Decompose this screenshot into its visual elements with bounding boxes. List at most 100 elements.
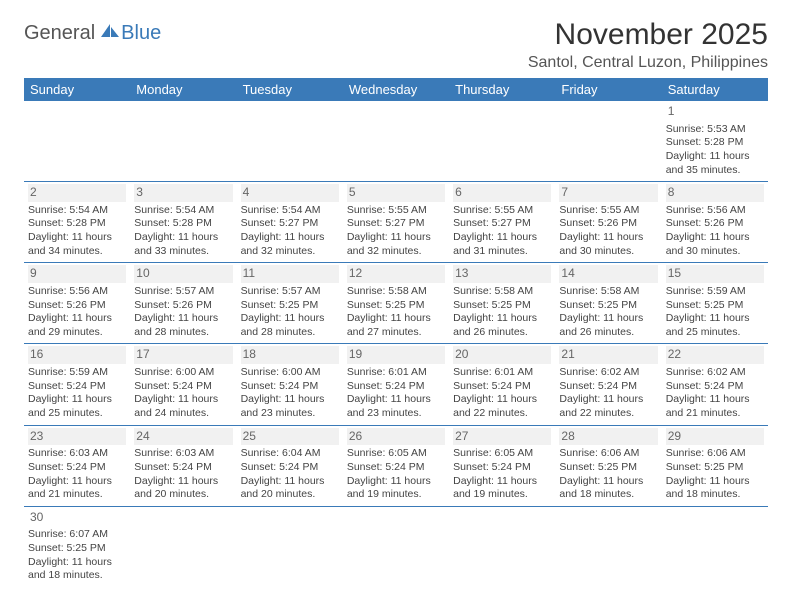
day-number: 12: [347, 265, 445, 283]
day-number: 13: [453, 265, 551, 283]
calendar-cell: 18Sunrise: 6:00 AMSunset: 5:24 PMDayligh…: [237, 344, 343, 425]
calendar-cell: [555, 506, 661, 587]
daylight-text: and 18 minutes.: [28, 569, 126, 583]
calendar-cell: 20Sunrise: 6:01 AMSunset: 5:24 PMDayligh…: [449, 344, 555, 425]
daylight-text: Daylight: 11 hours: [453, 231, 551, 245]
calendar-cell: 16Sunrise: 5:59 AMSunset: 5:24 PMDayligh…: [24, 344, 130, 425]
sunrise-text: Sunrise: 5:57 AM: [241, 285, 339, 299]
sunset-text: Sunset: 5:25 PM: [559, 299, 657, 313]
sunrise-text: Sunrise: 5:59 AM: [666, 285, 764, 299]
daylight-text: Daylight: 11 hours: [28, 231, 126, 245]
sunrise-text: Sunrise: 6:06 AM: [559, 447, 657, 461]
daylight-text: and 32 minutes.: [347, 245, 445, 259]
sunset-text: Sunset: 5:26 PM: [559, 217, 657, 231]
sunrise-text: Sunrise: 5:58 AM: [559, 285, 657, 299]
sunset-text: Sunset: 5:24 PM: [241, 461, 339, 475]
calendar-cell: [237, 101, 343, 182]
day-number: 22: [666, 346, 764, 364]
sunrise-text: Sunrise: 5:55 AM: [347, 204, 445, 218]
calendar-cell: [662, 506, 768, 587]
calendar-cell: 2Sunrise: 5:54 AMSunset: 5:28 PMDaylight…: [24, 182, 130, 263]
daylight-text: Daylight: 11 hours: [559, 312, 657, 326]
sunset-text: Sunset: 5:25 PM: [666, 299, 764, 313]
day-number: 30: [28, 509, 126, 527]
day-number: 26: [347, 428, 445, 446]
sunrise-text: Sunrise: 6:00 AM: [134, 366, 232, 380]
sunrise-text: Sunrise: 6:03 AM: [28, 447, 126, 461]
daylight-text: and 30 minutes.: [559, 245, 657, 259]
day-number: 1: [666, 103, 764, 121]
daylight-text: and 31 minutes.: [453, 245, 551, 259]
daylight-text: Daylight: 11 hours: [134, 393, 232, 407]
daylight-text: and 18 minutes.: [666, 488, 764, 502]
sunset-text: Sunset: 5:24 PM: [453, 461, 551, 475]
calendar-cell: 13Sunrise: 5:58 AMSunset: 5:25 PMDayligh…: [449, 263, 555, 344]
sunrise-text: Sunrise: 5:54 AM: [134, 204, 232, 218]
daylight-text: Daylight: 11 hours: [347, 231, 445, 245]
calendar-row: 2Sunrise: 5:54 AMSunset: 5:28 PMDaylight…: [24, 182, 768, 263]
sunrise-text: Sunrise: 6:00 AM: [241, 366, 339, 380]
calendar-cell: [130, 506, 236, 587]
calendar-cell: 14Sunrise: 5:58 AMSunset: 5:25 PMDayligh…: [555, 263, 661, 344]
day-number: 28: [559, 428, 657, 446]
daylight-text: Daylight: 11 hours: [241, 231, 339, 245]
daylight-text: and 19 minutes.: [453, 488, 551, 502]
calendar-cell: 6Sunrise: 5:55 AMSunset: 5:27 PMDaylight…: [449, 182, 555, 263]
calendar-cell: 30Sunrise: 6:07 AMSunset: 5:25 PMDayligh…: [24, 506, 130, 587]
daylight-text: Daylight: 11 hours: [134, 312, 232, 326]
sunrise-text: Sunrise: 5:58 AM: [347, 285, 445, 299]
sunrise-text: Sunrise: 6:07 AM: [28, 528, 126, 542]
day-number: 17: [134, 346, 232, 364]
sunset-text: Sunset: 5:25 PM: [453, 299, 551, 313]
daylight-text: Daylight: 11 hours: [241, 312, 339, 326]
sunset-text: Sunset: 5:24 PM: [666, 380, 764, 394]
calendar-cell: 5 Sunrise: 5:55 AMSunset: 5:27 PMDaylight…: [343, 182, 449, 263]
sunset-text: Sunset: 5:25 PM: [666, 461, 764, 475]
sunset-text: Sunset: 5:24 PM: [347, 461, 445, 475]
daylight-text: and 21 minutes.: [666, 407, 764, 421]
day-number: 20: [453, 346, 551, 364]
daylight-text: and 26 minutes.: [559, 326, 657, 340]
weekday-header: Sunday: [24, 78, 130, 101]
calendar-cell: 1Sunrise: 5:53 AMSunset: 5:28 PMDaylight…: [662, 101, 768, 182]
day-number: 9: [28, 265, 126, 283]
calendar-cell: [130, 101, 236, 182]
daylight-text: Daylight: 11 hours: [28, 475, 126, 489]
calendar-cell: 12Sunrise: 5:58 AMSunset: 5:25 PMDayligh…: [343, 263, 449, 344]
sunset-text: Sunset: 5:28 PM: [134, 217, 232, 231]
daylight-text: and 20 minutes.: [241, 488, 339, 502]
daylight-text: Daylight: 11 hours: [28, 312, 126, 326]
calendar-cell: [449, 506, 555, 587]
daylight-text: Daylight: 11 hours: [453, 475, 551, 489]
sunrise-text: Sunrise: 6:03 AM: [134, 447, 232, 461]
sunrise-text: Sunrise: 5:58 AM: [453, 285, 551, 299]
daylight-text: and 28 minutes.: [134, 326, 232, 340]
calendar-cell: [343, 101, 449, 182]
day-number: 6: [453, 184, 551, 202]
daylight-text: and 32 minutes.: [241, 245, 339, 259]
day-number: 25: [241, 428, 339, 446]
sunset-text: Sunset: 5:26 PM: [666, 217, 764, 231]
daylight-text: Daylight: 11 hours: [28, 556, 126, 570]
day-number: 23: [28, 428, 126, 446]
daylight-text: and 33 minutes.: [134, 245, 232, 259]
daylight-text: Daylight: 11 hours: [28, 393, 126, 407]
day-number: 5: [347, 184, 445, 202]
day-number: 27: [453, 428, 551, 446]
daylight-text: Daylight: 11 hours: [559, 393, 657, 407]
calendar-cell: 23Sunrise: 6:03 AMSunset: 5:24 PMDayligh…: [24, 425, 130, 506]
daylight-text: Daylight: 11 hours: [453, 393, 551, 407]
sunset-text: Sunset: 5:27 PM: [347, 217, 445, 231]
day-number: 29: [666, 428, 764, 446]
calendar-cell: 26Sunrise: 6:05 AMSunset: 5:24 PMDayligh…: [343, 425, 449, 506]
daylight-text: and 30 minutes.: [666, 245, 764, 259]
calendar-row: 23Sunrise: 6:03 AMSunset: 5:24 PMDayligh…: [24, 425, 768, 506]
sunrise-text: Sunrise: 6:05 AM: [453, 447, 551, 461]
sunrise-text: Sunrise: 5:54 AM: [241, 204, 339, 218]
sunset-text: Sunset: 5:25 PM: [347, 299, 445, 313]
calendar-cell: 4Sunrise: 5:54 AMSunset: 5:27 PMDaylight…: [237, 182, 343, 263]
sunset-text: Sunset: 5:28 PM: [666, 136, 764, 150]
daylight-text: Daylight: 11 hours: [134, 231, 232, 245]
calendar-cell: 7Sunrise: 5:55 AMSunset: 5:26 PMDaylight…: [555, 182, 661, 263]
calendar-cell: 19Sunrise: 6:01 AMSunset: 5:24 PMDayligh…: [343, 344, 449, 425]
